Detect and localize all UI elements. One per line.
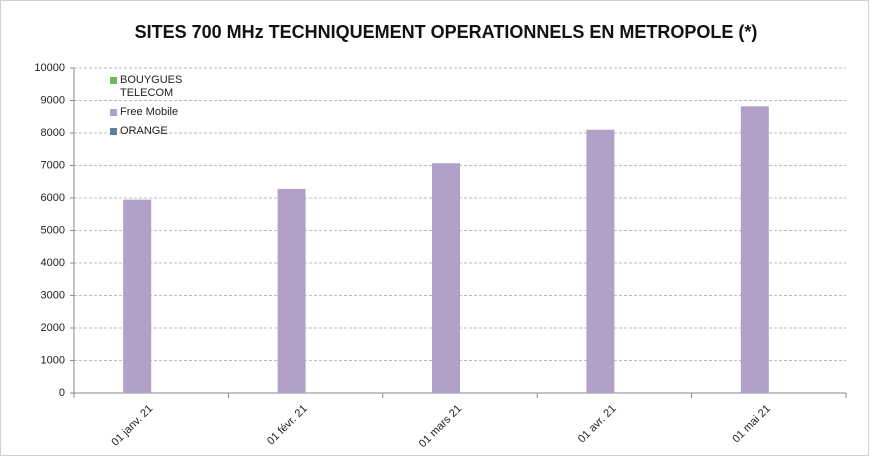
legend-swatch bbox=[110, 109, 117, 116]
y-tick-label: 4000 bbox=[41, 257, 65, 269]
y-tick-label: 10000 bbox=[34, 62, 65, 74]
legend-swatch bbox=[110, 128, 117, 135]
legend-item: BOUYGUES TELECOM bbox=[110, 74, 200, 100]
legend-label: Free Mobile bbox=[120, 106, 179, 118]
y-tick-label: 5000 bbox=[41, 224, 65, 236]
legend-item: Free Mobile bbox=[110, 106, 200, 119]
y-tick-label: 0 bbox=[59, 387, 65, 399]
bar bbox=[740, 106, 769, 393]
y-tick-label: 9000 bbox=[41, 94, 65, 106]
legend: BOUYGUES TELECOM Free Mobile ORANGE bbox=[110, 74, 200, 144]
y-tick-label: 8000 bbox=[41, 127, 65, 139]
y-tick-label: 1000 bbox=[41, 354, 65, 366]
y-tick-label: 7000 bbox=[41, 159, 65, 171]
legend-label: ORANGE bbox=[120, 125, 168, 137]
y-tick-label: 3000 bbox=[41, 289, 65, 301]
legend-swatch bbox=[110, 77, 117, 84]
legend-item: ORANGE bbox=[110, 125, 200, 138]
bar bbox=[586, 129, 615, 393]
chart-title: SITES 700 MHz TECHNIQUEMENT OPERATIONNEL… bbox=[135, 22, 758, 42]
bar bbox=[277, 188, 306, 393]
bar bbox=[123, 199, 152, 393]
bar bbox=[432, 163, 460, 393]
legend-label: BOUYGUES TELECOM bbox=[120, 74, 183, 99]
y-tick-label: 6000 bbox=[41, 192, 65, 204]
y-tick-label: 2000 bbox=[41, 322, 65, 334]
